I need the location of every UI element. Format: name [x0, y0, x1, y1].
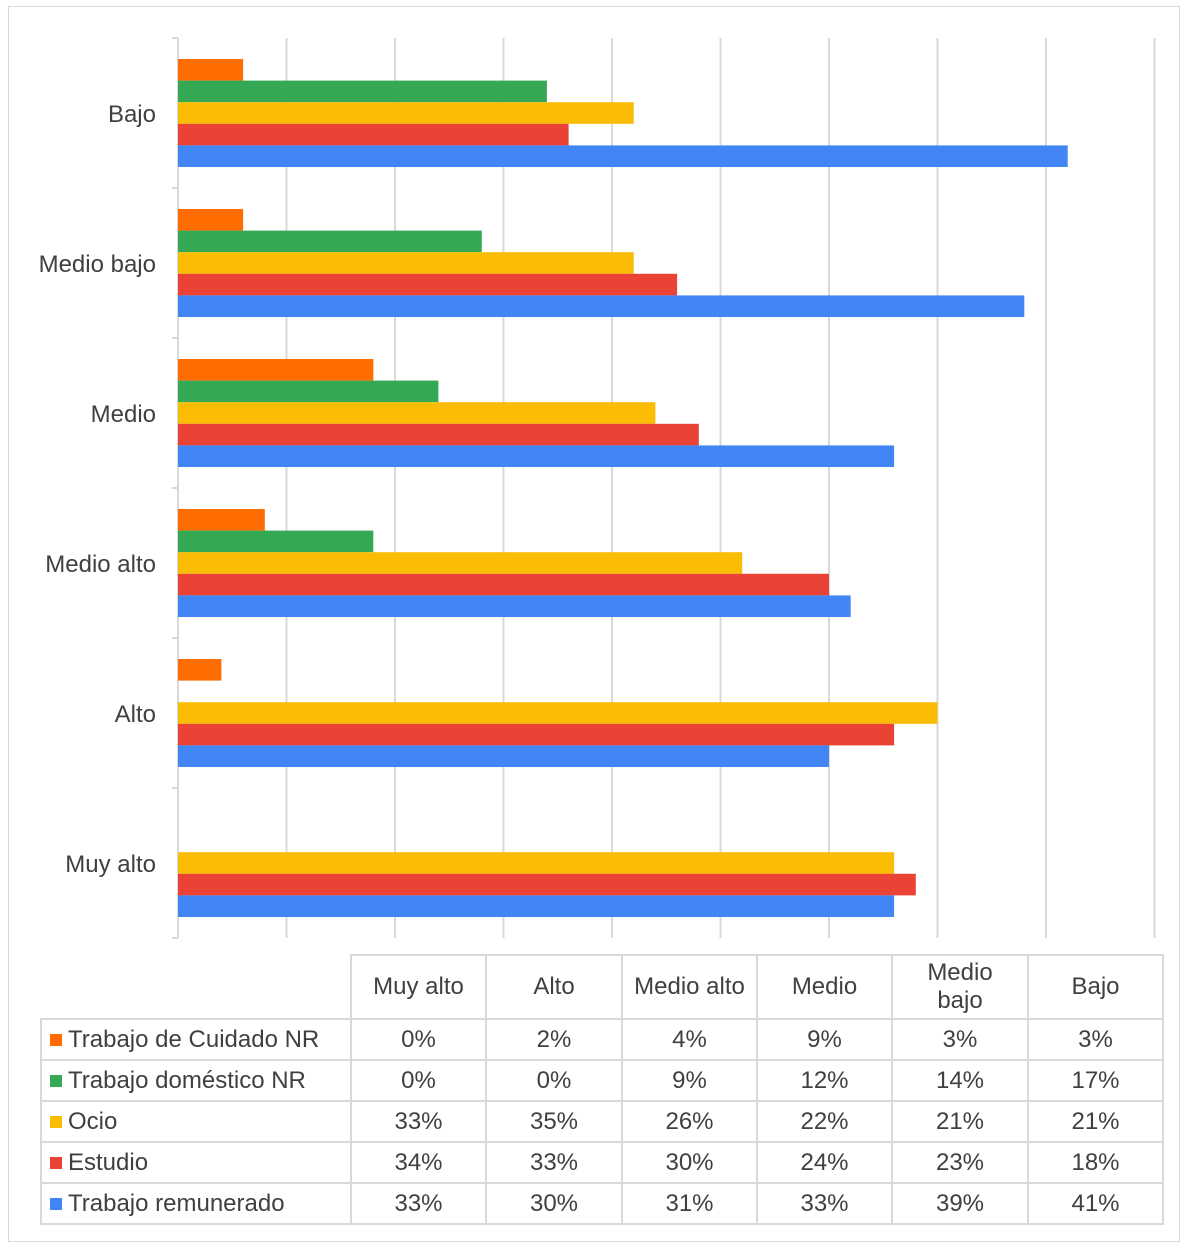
bar: [178, 380, 439, 403]
category-label: Alto: [115, 701, 156, 728]
data-label: 14%: [891, 1059, 1029, 1102]
legend-label: Ocio: [68, 1107, 118, 1135]
data-label: 26%: [621, 1100, 758, 1143]
data-table-row: Estudio 34% 33% 30% 24% 23% 18%: [40, 1141, 1164, 1184]
data-label: 30%: [485, 1182, 623, 1225]
category-label: Medio bajo: [39, 251, 156, 278]
bar: [178, 702, 938, 724]
data-label: 33%: [485, 1141, 623, 1184]
data-table-row: Trabajo de Cuidado NR 0% 2% 4% 9% 3% 3%: [40, 1018, 1164, 1061]
data-label: 31%: [621, 1182, 758, 1225]
bar: [178, 80, 547, 103]
data-table-column-header: Bajo: [1027, 954, 1164, 1020]
data-table-row: Trabajo remunerado 33% 30% 31% 33% 39% 41%: [40, 1182, 1164, 1225]
bar: [178, 509, 265, 531]
legend-label: Trabajo de Cuidado NR: [68, 1025, 320, 1053]
data-label: 39%: [891, 1182, 1029, 1225]
data-table-column-header: Muy alto: [350, 954, 487, 1020]
bar: [178, 145, 1068, 167]
data-table-corner: [41, 955, 352, 1020]
data-table-body: Trabajo de Cuidado NR 0% 2% 4% 9% 3% 3% Trabajo…: [40, 1018, 1164, 1225]
bar: [178, 252, 634, 274]
legend-label: Estudio: [68, 1148, 149, 1176]
data-label: 18%: [1027, 1141, 1164, 1184]
bar: [178, 59, 244, 81]
bar: [178, 659, 222, 681]
data-label: 41%: [1027, 1182, 1164, 1225]
data-label: 30%: [621, 1141, 758, 1184]
legend-entry: Estudio: [40, 1141, 352, 1184]
bar: [178, 209, 244, 231]
data-label: 17%: [1027, 1059, 1164, 1102]
data-label: 2%: [485, 1018, 623, 1061]
category-label: Bajo: [108, 101, 156, 128]
bar: [178, 595, 851, 617]
data-table-header: Muy alto Alto Medio alto Medio Medio bajo Bajo: [41, 954, 1164, 1020]
legend-swatch: [50, 1156, 62, 1169]
data-table-column-header: Alto: [485, 954, 623, 1020]
bar: [178, 359, 374, 381]
bar: [178, 445, 895, 467]
data-table: Muy alto Alto Medio alto Medio Medio bajo Bajo…: [40, 954, 1164, 1225]
data-label: 4%: [621, 1018, 758, 1061]
bar: [178, 530, 374, 553]
legend-label: Trabajo remunerado: [68, 1189, 285, 1217]
data-table-column-header: Medio alto: [621, 954, 758, 1020]
bar: [178, 573, 829, 596]
data-label: 33%: [756, 1182, 893, 1225]
legend-entry: Ocio: [40, 1100, 352, 1143]
data-label: 33%: [350, 1100, 487, 1143]
data-label: 33%: [350, 1182, 487, 1225]
bar: [178, 895, 895, 917]
legend-label: Trabajo doméstico NR: [68, 1066, 306, 1094]
bar: [178, 552, 743, 574]
data-table-column-header: Medio: [756, 954, 893, 1020]
legend-entry: Trabajo de Cuidado NR: [40, 1018, 352, 1061]
bar: [178, 273, 678, 296]
legend-swatch: [50, 1033, 62, 1046]
bar: [178, 402, 656, 424]
bar: [178, 745, 829, 767]
data-label: 9%: [621, 1059, 758, 1102]
bar-chart: Muy alto Alto Medio alto Medio Medio bajo Baj…: [39, 37, 1156, 939]
legend-entry: Trabajo remunerado: [40, 1182, 352, 1225]
data-label: 21%: [1027, 1100, 1164, 1143]
data-label: 22%: [756, 1100, 893, 1143]
data-label: 12%: [756, 1059, 893, 1102]
category-label: Medio: [91, 401, 156, 428]
data-table-row: Trabajo doméstico NR 0% 0% 9% 12% 14% 17%: [40, 1059, 1164, 1102]
data-label: 0%: [350, 1059, 487, 1102]
data-label: 24%: [756, 1141, 893, 1184]
legend-entry: Trabajo doméstico NR: [40, 1059, 352, 1102]
category-label: Medio alto: [45, 551, 156, 578]
data-label: 0%: [485, 1059, 623, 1102]
bar: [178, 123, 569, 146]
data-label: 21%: [891, 1100, 1029, 1143]
data-label: 35%: [485, 1100, 623, 1143]
legend-swatch: [50, 1197, 62, 1210]
data-label: 3%: [891, 1018, 1029, 1061]
data-label: 23%: [891, 1141, 1029, 1184]
bar: [178, 295, 1025, 317]
legend-swatch: [50, 1074, 62, 1087]
bar: [178, 873, 916, 896]
bar: [178, 423, 699, 446]
data-label: 0%: [350, 1018, 487, 1061]
bar: [178, 102, 634, 124]
bar: [178, 230, 482, 253]
data-label: 9%: [756, 1018, 893, 1061]
data-table-row: Ocio 33% 35% 26% 22% 21% 21%: [40, 1100, 1164, 1143]
legend-swatch: [50, 1115, 62, 1128]
data-label: 3%: [1027, 1018, 1164, 1061]
bar: [178, 852, 895, 874]
data-table-column-header: Medio bajo: [891, 954, 1029, 1020]
bar: [178, 723, 895, 746]
category-label: Muy alto: [65, 851, 156, 878]
data-label: 34%: [350, 1141, 487, 1184]
